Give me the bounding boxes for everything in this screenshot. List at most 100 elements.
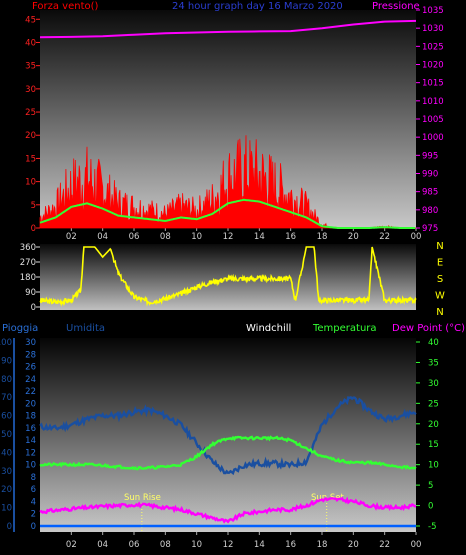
rain-tick-label: 30: [25, 338, 36, 348]
pressure-tick-label: 1020: [422, 61, 444, 71]
wind-tick-label: 5: [31, 201, 36, 211]
direction-tick-label: 90: [25, 288, 36, 298]
pressure-tick-label: 1030: [422, 24, 444, 34]
x-tick-label: 10: [191, 540, 202, 550]
pressure-tick-label: 985: [422, 188, 438, 198]
pressure-tick-label: 975: [422, 224, 438, 234]
wind-axis-label: Forza vento(): [32, 1, 99, 12]
humidity-tick-label: 0: [7, 522, 12, 532]
humidity-tick-label: 100: [0, 338, 12, 348]
temperature-series: [39, 435, 417, 471]
temperature-tick-label: -5: [428, 522, 436, 532]
humidity-series: [39, 395, 417, 476]
pressure-tick-label: 1025: [422, 42, 444, 52]
pressure-tick-label: 995: [422, 151, 438, 161]
temp-panel-bg: [40, 338, 416, 532]
humidity-tick-label: 90: [1, 356, 12, 366]
rain-tick-label: 24: [25, 375, 36, 385]
rain-tick-label: 6: [31, 485, 36, 495]
temperature-tick-label: 5: [428, 481, 433, 491]
temperature-tick-label: 20: [428, 420, 439, 430]
x-tick-label: 06: [129, 232, 140, 242]
wind-tick-label: 0: [31, 224, 36, 234]
temperature-tick-label: 25: [428, 399, 439, 409]
pressure-axis-label: Pressione: [372, 1, 420, 12]
x-tick-label: 08: [160, 540, 171, 550]
rain-tick-label: 0: [31, 522, 36, 532]
dewpoint-series: [39, 496, 417, 524]
temperature-tick-label: 0: [428, 502, 433, 512]
rain-tick-label: 20: [25, 399, 36, 409]
humidity-tick-label: 30: [1, 467, 12, 477]
x-tick-label: 22: [379, 540, 390, 550]
chart-title: 24 hour graph day 16 Marzo 2020: [172, 1, 343, 12]
humidity-tick-label: 80: [1, 375, 12, 385]
sun-set-label: Sun Set: [311, 493, 344, 503]
x-tick-label: 22: [379, 232, 390, 242]
temperature-tick-label: 40: [428, 338, 439, 348]
compass-label: S: [437, 274, 443, 285]
wind-tick-label: 10: [25, 178, 36, 188]
rain-tick-label: 28: [25, 350, 36, 360]
rain-tick-label: 8: [31, 473, 36, 483]
wind-avg-series: [39, 198, 416, 229]
x-tick-label: 12: [223, 232, 234, 242]
pressure-tick-label: 980: [422, 206, 438, 216]
rain-tick-label: 14: [25, 436, 36, 446]
pressure-tick-label: 990: [422, 170, 438, 180]
temperature-tick-label: 15: [428, 440, 439, 450]
x-tick-label: 04: [97, 232, 108, 242]
x-tick-label: 12: [223, 540, 234, 550]
pressure-tick-label: 1000: [422, 133, 444, 143]
compass-label: W: [435, 291, 445, 302]
compass-label: N: [436, 241, 443, 252]
humidity-tick-label: 50: [1, 430, 12, 440]
direction-tick-label: 270: [20, 258, 36, 268]
x-tick-label: 06: [129, 540, 140, 550]
humidity-tick-label: 20: [1, 485, 12, 495]
humidity-axis-label: Umidita: [66, 323, 105, 334]
rain-axis-label: Pioggia: [2, 323, 38, 334]
x-tick-label: 04: [97, 540, 108, 550]
wind-tick-label: 40: [25, 38, 36, 48]
rain-tick-label: 18: [25, 412, 36, 422]
rain-tick-label: 10: [25, 461, 36, 471]
rain-tick-label: 4: [31, 497, 36, 507]
x-tick-label: 08: [160, 232, 171, 242]
pressure-tick-label: 1005: [422, 115, 444, 125]
rain-tick-label: 2: [31, 510, 36, 520]
dewpoint-legend: Dew Point (°C): [392, 323, 465, 334]
windchill-legend: Windchill: [246, 323, 291, 334]
sun-rise-label: Sun Rise: [124, 493, 161, 503]
x-tick-label: 00: [411, 540, 422, 550]
wind-tick-label: 25: [25, 108, 36, 118]
wind-tick-label: 20: [25, 131, 36, 141]
pressure-tick-label: 1015: [422, 79, 444, 89]
wind-tick-label: 15: [25, 154, 36, 164]
direction-series: [39, 246, 417, 307]
x-tick-label: 18: [317, 540, 328, 550]
direction-tick-label: 180: [20, 273, 36, 283]
x-tick-label: 14: [254, 232, 265, 242]
x-tick-label: 10: [191, 232, 202, 242]
wind-tick-label: 35: [25, 62, 36, 72]
x-tick-label: 14: [254, 540, 265, 550]
wind-tick-label: 45: [25, 15, 36, 25]
compass-label: N: [436, 307, 443, 318]
humidity-tick-label: 60: [1, 412, 12, 422]
x-tick-label: 16: [285, 540, 296, 550]
wind-tick-label: 30: [25, 85, 36, 95]
x-tick-label: 02: [66, 232, 77, 242]
humidity-tick-label: 10: [1, 504, 12, 514]
x-tick-label: 20: [348, 540, 359, 550]
temperature-tick-label: 35: [428, 358, 439, 368]
rain-tick-label: 16: [25, 424, 36, 434]
compass-label: E: [437, 258, 443, 269]
x-tick-label: 00: [411, 232, 422, 242]
direction-tick-label: 0: [31, 303, 36, 313]
humidity-tick-label: 70: [1, 393, 12, 403]
pressure-series: [39, 19, 417, 39]
x-tick-label: 16: [285, 232, 296, 242]
x-tick-label: 18: [317, 232, 328, 242]
